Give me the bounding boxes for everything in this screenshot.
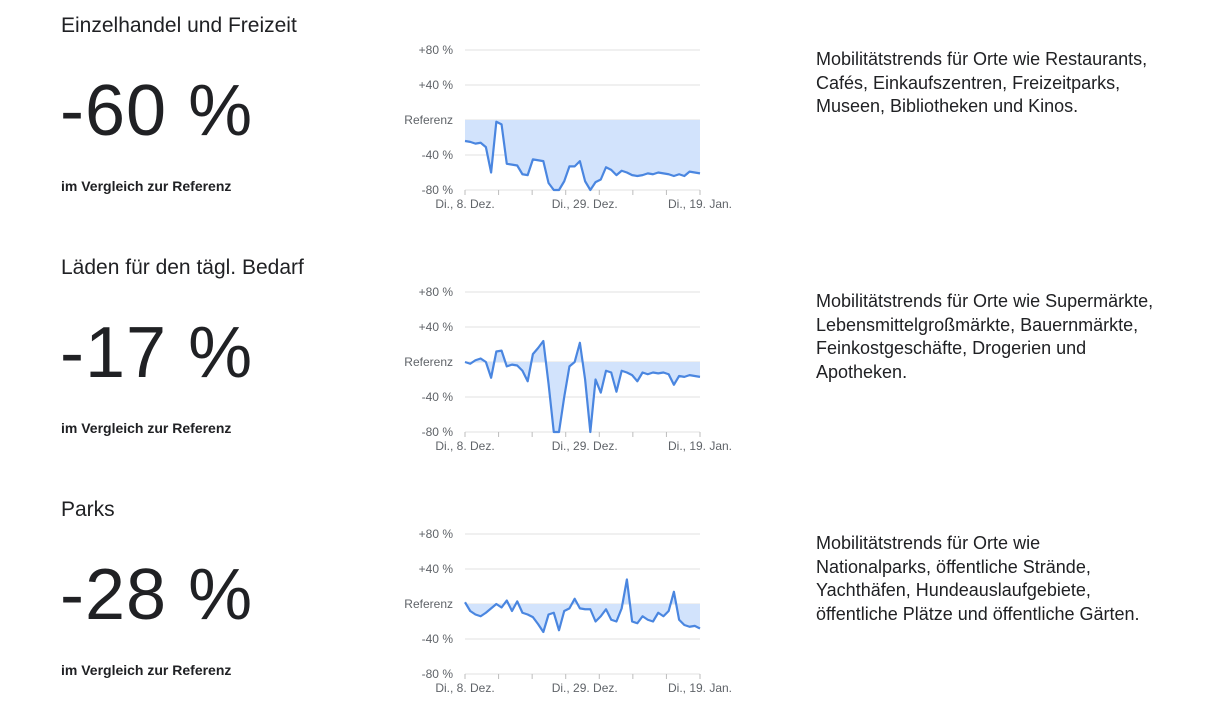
category-row-retail: Einzelhandel und Freizeit -60 % im Vergl…: [0, 0, 1209, 242]
x-tick-label: Di., 19. Jan.: [668, 197, 732, 211]
y-tick-label: +80 %: [419, 285, 454, 299]
trend-line: [464, 120, 701, 192]
category-description: Mobilitätstrends für Orte wie Nationalpa…: [816, 533, 1140, 624]
percent-change-value: -60 %: [60, 71, 254, 151]
category-description: Mobilitätstrends für Orte wie Restaurant…: [816, 49, 1148, 116]
category-row-parks: Parks -28 % im Vergleich zur Referenz +8…: [0, 484, 1209, 726]
category-title: Läden für den tägl. Bedarf: [61, 256, 304, 279]
y-tick-label: +80 %: [419, 43, 454, 57]
category-description: Mobilitätstrends für Orte wie Supermärkt…: [816, 291, 1154, 382]
trend-chart: +80 % +40 % Referenz -40 % -80 %Di., 8. Dez.…: [404, 285, 732, 453]
trend-line: [464, 578, 701, 634]
x-tick-label: Di., 29. Dez.: [552, 197, 618, 211]
x-tick-label: Di., 8. Dez.: [435, 681, 494, 695]
y-tick-label: -40 %: [422, 390, 454, 404]
y-tick-label: +40 %: [419, 320, 454, 334]
y-tick-label: +40 %: [419, 562, 454, 576]
x-tick-label: Di., 8. Dez.: [435, 439, 494, 453]
comparison-caption: im Vergleich zur Referenz: [61, 420, 232, 436]
comparison-caption: im Vergleich zur Referenz: [61, 178, 232, 194]
baseline-area: [465, 120, 700, 190]
category-row-grocery: Läden für den tägl. Bedarf -17 % im Verg…: [0, 242, 1209, 484]
y-tick-label: -40 %: [422, 148, 454, 162]
category-title: Parks: [61, 498, 115, 521]
y-tick-label: +80 %: [419, 527, 454, 541]
y-tick-label: -80 %: [422, 667, 454, 681]
y-tick-label: -40 %: [422, 632, 454, 646]
percent-change-value: -17 %: [60, 313, 254, 393]
y-tick-label: -80 %: [422, 425, 454, 439]
x-tick-label: Di., 29. Dez.: [552, 681, 618, 695]
comparison-caption: im Vergleich zur Referenz: [61, 662, 232, 678]
baseline-area: [465, 341, 700, 432]
trend-chart: +80 % +40 % Referenz -40 % -80 %Di., 8. Dez.…: [404, 43, 732, 211]
x-tick-label: Di., 8. Dez.: [435, 197, 494, 211]
percent-change-value: -28 %: [60, 555, 254, 635]
x-tick-label: Di., 29. Dez.: [552, 439, 618, 453]
y-tick-label: -80 %: [422, 183, 454, 197]
y-tick-label: Referenz: [404, 113, 453, 127]
baseline-area: [465, 579, 700, 632]
category-title: Einzelhandel und Freizeit: [61, 14, 297, 37]
trend-chart: +80 % +40 % Referenz -40 % -80 %Di., 8. Dez.…: [404, 527, 732, 695]
x-tick-label: Di., 19. Jan.: [668, 439, 732, 453]
y-tick-label: +40 %: [419, 78, 454, 92]
y-tick-label: Referenz: [404, 597, 453, 611]
trend-line: [464, 339, 701, 434]
x-tick-label: Di., 19. Jan.: [668, 681, 732, 695]
y-tick-label: Referenz: [404, 355, 453, 369]
